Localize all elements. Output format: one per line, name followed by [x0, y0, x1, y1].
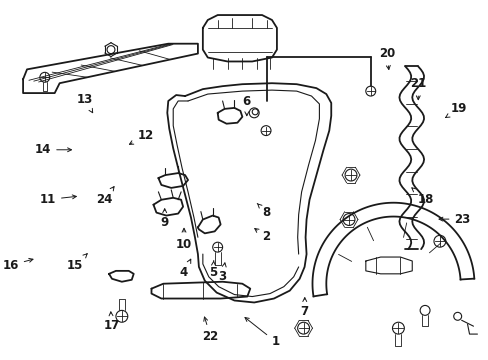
Text: 16: 16: [2, 258, 33, 272]
Text: 22: 22: [202, 317, 218, 343]
Text: 24: 24: [96, 186, 114, 206]
Text: 2: 2: [254, 229, 270, 243]
Text: 23: 23: [438, 213, 470, 226]
Text: 14: 14: [35, 143, 71, 156]
Text: 17: 17: [103, 312, 120, 332]
Text: 15: 15: [67, 254, 87, 272]
Text: 11: 11: [40, 193, 76, 206]
Text: 1: 1: [244, 318, 279, 348]
Text: 10: 10: [176, 228, 192, 251]
Text: 18: 18: [411, 188, 433, 206]
Text: 21: 21: [409, 77, 426, 100]
Text: 12: 12: [129, 129, 153, 144]
Text: 20: 20: [378, 47, 394, 69]
Text: 6: 6: [242, 95, 250, 116]
Text: 5: 5: [208, 260, 217, 279]
Text: 13: 13: [77, 94, 93, 113]
Text: 3: 3: [218, 263, 226, 283]
Text: 4: 4: [180, 259, 190, 279]
Text: 19: 19: [445, 102, 467, 118]
Text: 9: 9: [160, 209, 168, 229]
Text: 7: 7: [300, 298, 308, 318]
Text: 8: 8: [257, 203, 270, 219]
